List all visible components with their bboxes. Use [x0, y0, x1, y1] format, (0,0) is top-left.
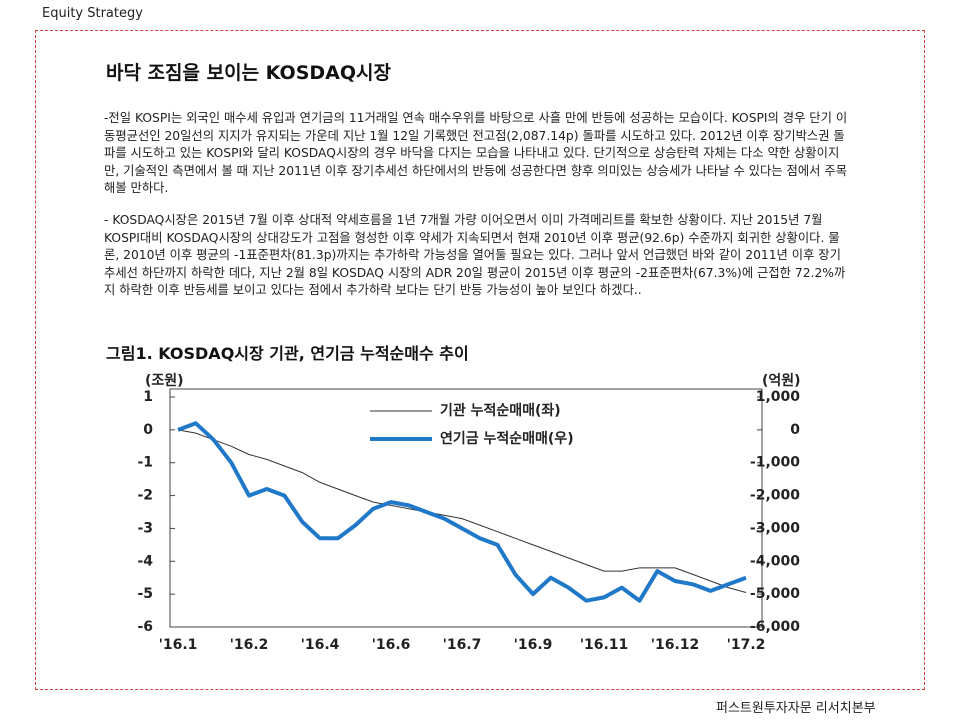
x-tick-label: '16.11	[580, 637, 629, 653]
title: 바닥 조짐을 보이는 KOSDAQ시장	[106, 62, 391, 84]
series-line	[177, 429, 747, 593]
x-tick-label: '16.9	[514, 637, 553, 653]
footer: 퍼스트원투자자문 리서치본부	[716, 701, 876, 716]
series-line	[177, 421, 747, 603]
x-tick-label: '16.2	[230, 637, 269, 653]
header: Equity Strategy	[42, 6, 143, 21]
y2-axis-unit: (억원)	[762, 373, 801, 389]
y-tick-label: -3	[137, 520, 153, 536]
y-tick-label: 0	[143, 422, 153, 438]
x-tick-label: '16.4	[301, 637, 340, 653]
y-tick-label: -2	[137, 488, 153, 504]
y2-tick-label: -4,000	[750, 553, 800, 569]
paragraph: -전일 KOSPI는 외국인 매수세 유입과 연기금의 11거래일 연속 매수우…	[104, 111, 848, 195]
y-tick-label: -6	[137, 619, 153, 635]
x-tick-label: '16.6	[372, 637, 411, 653]
x-tick-label: '16.12	[651, 637, 700, 653]
legend-label: 연기금 누적순매매(우)	[440, 430, 574, 447]
paragraph: - KOSDAQ시장은 2015년 7월 이후 상대적 약세흐름을 1년 7개월…	[104, 213, 846, 297]
y2-tick-label: 1,000	[756, 389, 801, 405]
y-tick-label: -5	[137, 586, 153, 602]
y-axis-unit: (조원)	[145, 373, 184, 389]
x-tick-label: '17.2	[727, 637, 766, 653]
y-tick-label: -1	[137, 455, 153, 471]
y2-tick-label: -2,000	[750, 488, 800, 504]
content-frame	[35, 30, 925, 690]
plot-frame	[169, 388, 763, 628]
y2-tick-label: -6,000	[750, 619, 800, 635]
y-tick-label: -4	[137, 553, 153, 569]
x-tick-label: '16.7	[443, 637, 482, 653]
figure-title: 그림1. KOSDAQ시장 기관, 연기금 누적순매수 추이	[106, 344, 469, 363]
y2-tick-label: 0	[790, 422, 800, 438]
y2-tick-label: -3,000	[750, 520, 800, 536]
y-tick-label: 1	[143, 389, 153, 405]
legend-label: 기관 누적순매매(좌)	[440, 402, 561, 419]
y2-tick-label: -1,000	[750, 455, 800, 471]
x-tick-label: '16.1	[159, 637, 198, 653]
y2-tick-label: -5,000	[750, 586, 800, 602]
